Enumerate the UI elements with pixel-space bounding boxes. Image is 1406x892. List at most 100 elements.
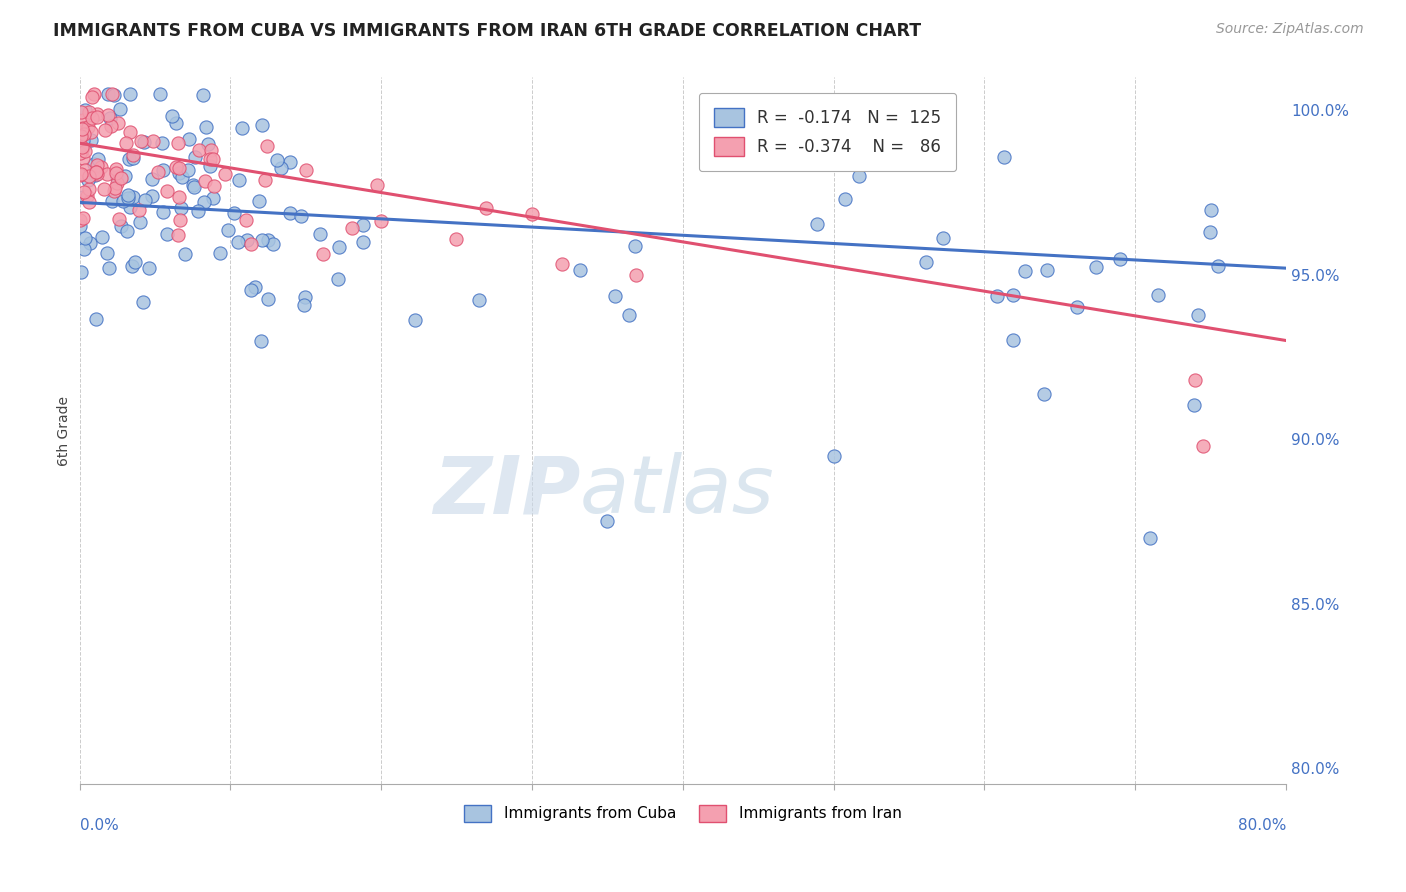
Point: [167, 227, 190, 242]
Point: [96, 246, 118, 260]
Point: [84, 312, 107, 326]
Point: [77, 120, 100, 134]
Point: [294, 289, 316, 303]
Point: [115, 223, 138, 237]
Point: [69, 145, 91, 160]
Point: [75, 103, 97, 118]
Point: [104, 162, 127, 177]
Point: [79, 235, 101, 250]
Point: [328, 272, 350, 286]
Point: [105, 176, 128, 190]
Point: [129, 215, 152, 229]
Point: [986, 289, 1008, 303]
Point: [278, 206, 301, 220]
Point: [141, 172, 163, 186]
Point: [72, 211, 94, 225]
Point: [475, 201, 498, 215]
Point: [193, 174, 215, 188]
Point: [77, 182, 100, 196]
Point: [352, 235, 374, 249]
Point: [90, 161, 112, 175]
Point: [86, 167, 108, 181]
Point: [596, 514, 619, 528]
Point: [107, 116, 129, 130]
Point: [177, 163, 200, 178]
Point: [156, 227, 179, 242]
Point: [217, 223, 239, 237]
Point: [72, 185, 94, 199]
Point: [72, 127, 94, 141]
Point: [83, 157, 105, 171]
Point: [150, 136, 173, 150]
Point: [191, 88, 214, 103]
Point: [105, 169, 128, 184]
Point: [352, 218, 374, 232]
Point: [257, 233, 280, 247]
Point: [295, 162, 318, 177]
Point: [224, 206, 246, 220]
Point: [309, 227, 332, 241]
Point: [156, 184, 179, 198]
Legend: Immigrants from Cuba, Immigrants from Iran: Immigrants from Cuba, Immigrants from Ir…: [457, 797, 910, 830]
Point: [183, 179, 205, 194]
Point: [208, 246, 231, 260]
Point: [69, 265, 91, 279]
Point: [228, 173, 250, 187]
Point: [169, 161, 191, 176]
Point: [214, 167, 236, 181]
Point: [226, 235, 249, 249]
Point: [84, 165, 107, 179]
Point: [98, 112, 121, 126]
Point: [86, 110, 108, 124]
Point: [328, 239, 350, 253]
Point: [84, 164, 107, 178]
Point: [198, 153, 221, 167]
Point: [1201, 203, 1223, 218]
Point: [122, 152, 145, 166]
Text: atlas: atlas: [581, 452, 775, 530]
Point: [993, 150, 1015, 164]
Point: [152, 163, 174, 178]
Point: [823, 449, 845, 463]
Point: [256, 139, 278, 153]
Point: [128, 203, 150, 218]
Point: [114, 169, 136, 183]
Point: [73, 137, 96, 152]
Point: [97, 108, 120, 122]
Point: [266, 153, 288, 167]
Point: [118, 125, 141, 139]
Point: [152, 204, 174, 219]
Point: [70, 105, 93, 120]
Point: [72, 120, 94, 135]
Point: [86, 107, 108, 121]
Point: [111, 194, 134, 208]
Point: [72, 133, 94, 147]
Point: [97, 261, 120, 276]
Text: IMMIGRANTS FROM CUBA VS IMMIGRANTS FROM IRAN 6TH GRADE CORRELATION CHART: IMMIGRANTS FROM CUBA VS IMMIGRANTS FROM …: [53, 22, 921, 40]
Point: [236, 233, 259, 247]
Point: [94, 123, 117, 137]
Point: [101, 87, 124, 101]
Point: [551, 256, 574, 270]
Point: [201, 152, 224, 166]
Point: [194, 120, 217, 135]
Point: [270, 161, 292, 176]
Y-axis label: 6th Grade: 6th Grade: [58, 396, 72, 466]
Point: [73, 242, 96, 256]
Point: [122, 190, 145, 204]
Point: [80, 111, 103, 125]
Point: [129, 134, 152, 148]
Point: [568, 263, 591, 277]
Text: ZIP: ZIP: [433, 452, 581, 530]
Point: [138, 261, 160, 276]
Point: [124, 254, 146, 268]
Point: [117, 191, 139, 205]
Point: [97, 87, 120, 101]
Point: [444, 232, 467, 246]
Point: [193, 194, 215, 209]
Point: [83, 87, 105, 101]
Point: [1184, 372, 1206, 386]
Point: [77, 173, 100, 187]
Point: [79, 169, 101, 183]
Point: [80, 133, 103, 147]
